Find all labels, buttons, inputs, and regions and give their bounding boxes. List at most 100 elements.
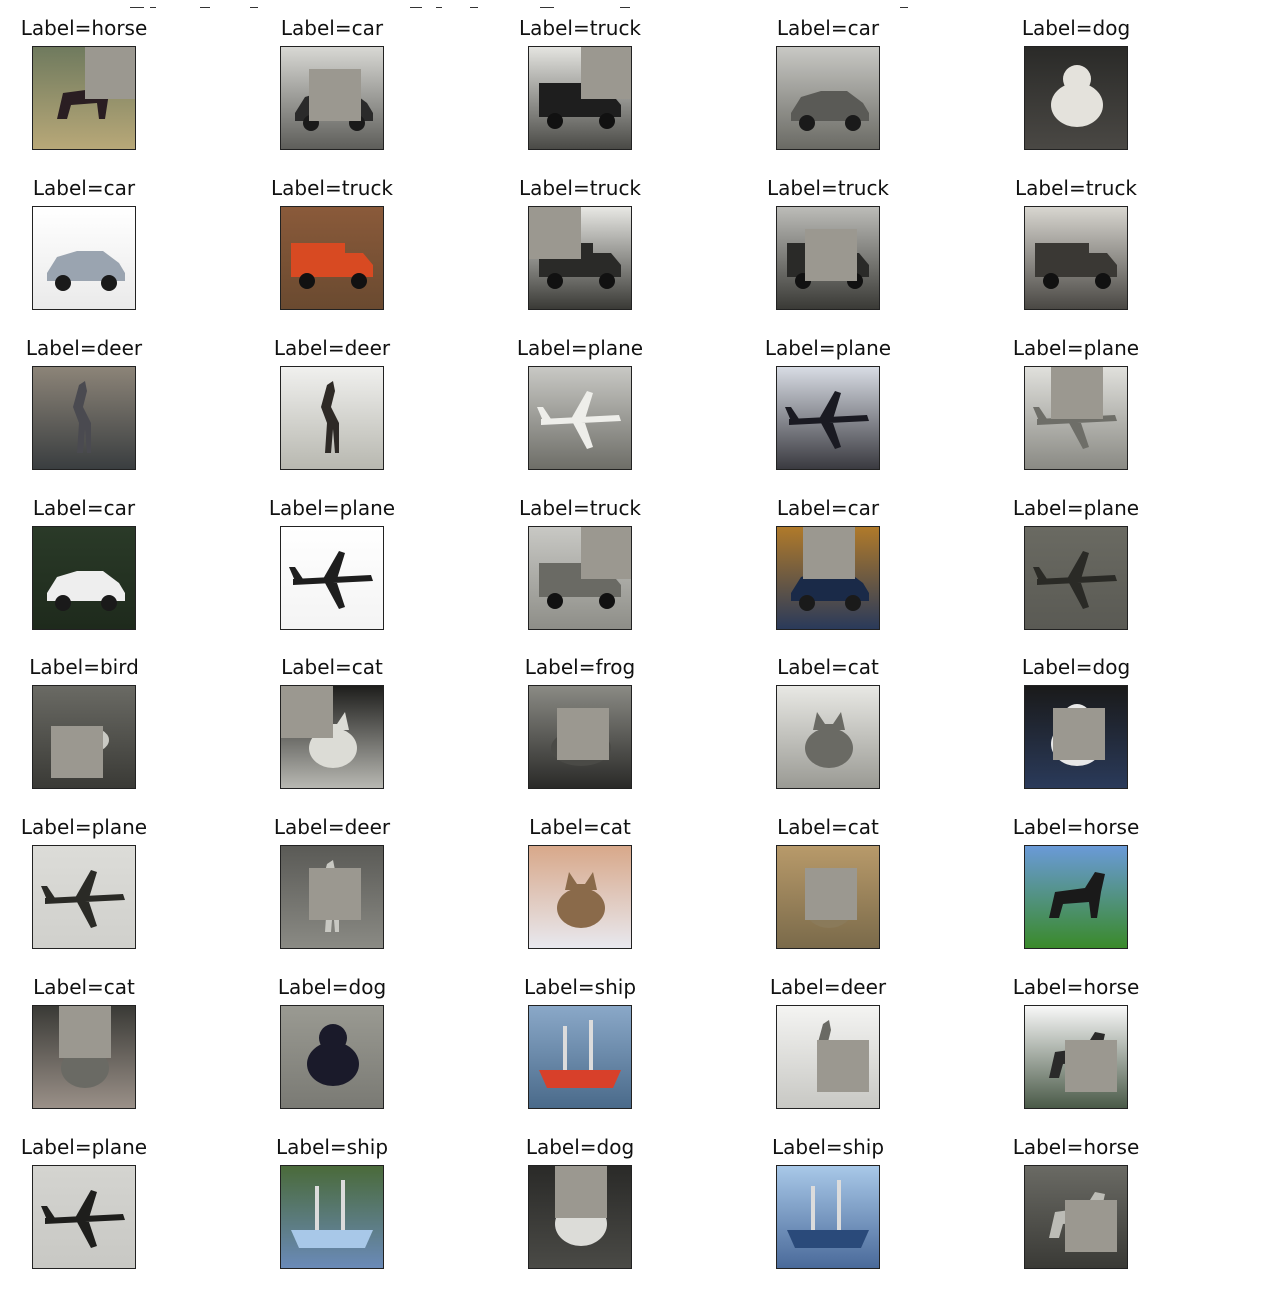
image-thumbnail [1024,526,1128,630]
image-thumbnail [280,366,384,470]
image-thumbnail [280,526,384,630]
image-label: Label=car [776,496,880,520]
image-label: Label=car [32,496,136,520]
image-label: Label=dog [1021,655,1131,679]
image-cell: Label=car [0,480,240,630]
image-label: Label=dog [525,1135,635,1159]
image-cell: Label=car [248,0,488,150]
image-thumbnail [1024,46,1128,150]
occlusion-patch [805,868,857,920]
image-cell: Label=dog [992,0,1232,150]
image-cell: Label=horse [992,799,1232,949]
image-label: Label=cat [777,815,879,839]
image-thumbnail [776,206,880,310]
image-cell: Label=cat [744,799,984,949]
image-thumbnail [528,1005,632,1109]
image-cell: Label=dog [992,639,1232,789]
image-thumbnail [280,206,384,310]
image-thumbnail [528,1165,632,1269]
occlusion-patch [529,207,581,259]
occlusion-patch [59,1006,111,1058]
image-label: Label=plane [1012,496,1140,520]
image-cell: Label=dog [496,1119,736,1269]
image-thumbnail [528,845,632,949]
image-label: Label=ship [275,1135,389,1159]
image-label: Label=truck [518,16,642,40]
occlusion-patch [817,1040,869,1092]
image-label: Label=horse [1012,1135,1140,1159]
image-label: Label=plane [516,336,644,360]
image-cell: Label=plane [744,320,984,470]
image-label: Label=truck [518,496,642,520]
image-thumbnail [280,685,384,789]
image-label: Label=horse [1012,975,1140,999]
image-label: Label=cat [529,815,631,839]
image-cell: Label=dog [248,959,488,1109]
image-thumbnail [1024,845,1128,949]
image-label: Label=cat [33,975,135,999]
image-label: Label=deer [25,336,143,360]
image-cell: Label=truck [496,160,736,310]
occlusion-patch [803,527,855,579]
occlusion-patch [557,708,609,760]
image-thumbnail [776,46,880,150]
image-cell: Label=cat [248,639,488,789]
image-thumbnail [528,366,632,470]
image-thumbnail [528,46,632,150]
image-cell: Label=deer [248,799,488,949]
image-thumbnail [776,845,880,949]
image-label: Label=plane [764,336,892,360]
image-thumbnail [1024,1005,1128,1109]
occlusion-patch [51,726,103,778]
image-cell: Label=truck [744,160,984,310]
image-label: Label=deer [769,975,887,999]
image-label: Label=cat [281,655,383,679]
image-cell: Label=ship [248,1119,488,1269]
image-cell: Label=plane [0,799,240,949]
image-thumbnail [32,1165,136,1269]
image-thumbnail [32,526,136,630]
image-label: Label=car [776,16,880,40]
image-label: Label=car [32,176,136,200]
image-cell: Label=horse [992,1119,1232,1269]
image-cell: Label=cat [496,799,736,949]
image-cell: Label=car [744,0,984,150]
image-thumbnail [32,46,136,150]
image-label: Label=deer [273,336,391,360]
image-cell: Label=truck [496,0,736,150]
image-thumbnail [32,845,136,949]
image-cell: Label=car [744,480,984,630]
image-cell: Label=deer [744,959,984,1109]
image-cell: Label=deer [248,320,488,470]
image-cell: Label=ship [496,959,736,1109]
image-label: Label=horse [20,16,148,40]
image-cell: Label=plane [496,320,736,470]
image-thumbnail [280,1165,384,1269]
image-thumbnail [528,685,632,789]
image-label: Label=ship [523,975,637,999]
image-label: Label=plane [268,496,396,520]
image-thumbnail [776,526,880,630]
image-label: Label=truck [1014,176,1138,200]
image-cell: Label=car [0,160,240,310]
image-thumbnail [280,1005,384,1109]
image-thumbnail [32,1005,136,1109]
image-thumbnail [32,206,136,310]
image-thumbnail [528,526,632,630]
image-label: Label=truck [766,176,890,200]
image-label: Label=frog [524,655,636,679]
image-label: Label=dog [1021,16,1131,40]
occlusion-patch [1065,1040,1117,1092]
image-label: Label=truck [270,176,394,200]
occlusion-patch [309,69,361,121]
image-thumbnail [528,206,632,310]
image-cell: Label=truck [496,480,736,630]
image-cell: Label=truck [248,160,488,310]
occlusion-patch [1053,708,1105,760]
image-label: Label=horse [1012,815,1140,839]
image-cell: Label=cat [744,639,984,789]
occlusion-patch [581,527,631,579]
image-cell: Label=frog [496,639,736,789]
image-thumbnail [776,1005,880,1109]
